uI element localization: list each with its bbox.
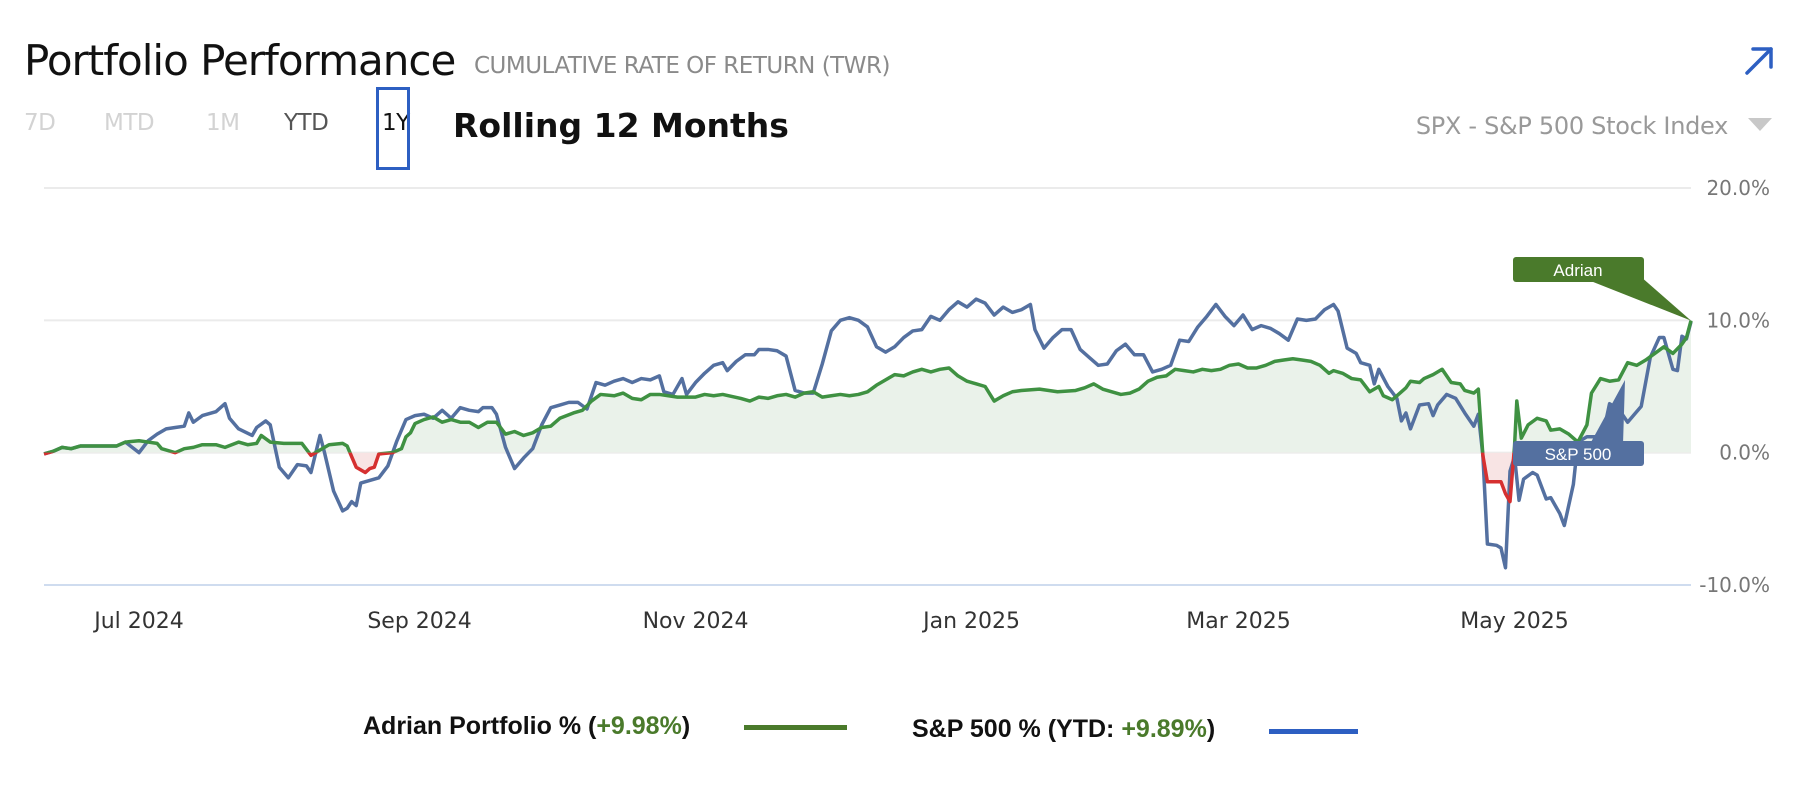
range-description: Rolling 12 Months — [453, 106, 789, 145]
x-tick-label: Jan 2025 — [921, 609, 1020, 634]
legend-portfolio-label: Adrian Portfolio % ( — [363, 712, 597, 740]
area-fills — [44, 320, 1691, 502]
benchmark-selector[interactable]: SPX - S&P 500 Stock Index — [1415, 112, 1728, 140]
benchmark-line — [43, 297, 1693, 570]
benchmark-tag-label: S&P 500 — [1545, 445, 1612, 464]
legend-portfolio: Adrian Portfolio % (+9.98%) — [363, 712, 690, 741]
legend-benchmark-swatch — [1269, 729, 1358, 734]
portfolio-tag-label: Adrian — [1553, 261, 1602, 280]
benchmark-tag — [1513, 441, 1644, 466]
caret-down-icon[interactable] — [1748, 118, 1772, 131]
y-tick-label: 10.0% — [1706, 308, 1770, 332]
x-tick-label: Jul 2024 — [92, 609, 184, 634]
y-tick-label: -10.0% — [1699, 573, 1770, 597]
legend-benchmark-value: +9.89% — [1121, 715, 1207, 743]
portfolio-tag — [1513, 257, 1644, 282]
tab-1y-focus-outline — [376, 87, 410, 170]
legend-benchmark-label: S&P 500 % (YTD: — [912, 715, 1122, 743]
portfolio-line — [43, 320, 1693, 453]
tab-7d[interactable]: 7D — [24, 110, 56, 136]
y-tick-label: 0.0% — [1719, 441, 1770, 465]
x-axis: Jul 2024 Sep 2024 Nov 2024 Jan 2025 Mar 2025… — [92, 609, 1569, 634]
x-tick-label: Mar 2025 — [1186, 609, 1291, 634]
arrow-up-right-icon — [1745, 47, 1773, 75]
legend-benchmark-suffix: ) — [1206, 715, 1216, 743]
legend-benchmark: S&P 500 % (YTD: +9.89%) — [912, 715, 1215, 744]
portfolio-tag-pointer — [1578, 276, 1691, 321]
series-lines — [43, 297, 1693, 570]
x-tick-label: Nov 2024 — [643, 609, 749, 634]
page-title: Portfolio Performance — [24, 36, 456, 85]
y-tick-label: 20.0% — [1706, 176, 1770, 200]
tab-1m[interactable]: 1M — [206, 110, 240, 136]
tab-ytd[interactable]: YTD — [284, 110, 329, 136]
tab-mtd[interactable]: MTD — [104, 110, 155, 136]
expand-button[interactable] — [1742, 44, 1776, 78]
x-tick-label: Sep 2024 — [367, 609, 471, 634]
legend-portfolio-suffix: ) — [681, 712, 691, 740]
x-tick-label: May 2025 — [1460, 609, 1568, 634]
legend-portfolio-value: +9.98% — [596, 712, 682, 740]
tab-1y[interactable]: 1Y — [382, 110, 410, 136]
legend-portfolio-swatch — [744, 725, 847, 730]
portfolio-line-negative — [43, 452, 1516, 504]
series-tags: Adrian S&P 500 — [1513, 257, 1691, 466]
portfolio-area-positive — [48, 320, 1691, 453]
y-axis: 20.0% 10.0% 0.0% -10.0% — [1699, 176, 1770, 597]
chart-subtitle: CUMULATIVE RATE OF RETURN (TWR) — [474, 53, 890, 79]
benchmark-tag-pointer — [1590, 380, 1625, 444]
